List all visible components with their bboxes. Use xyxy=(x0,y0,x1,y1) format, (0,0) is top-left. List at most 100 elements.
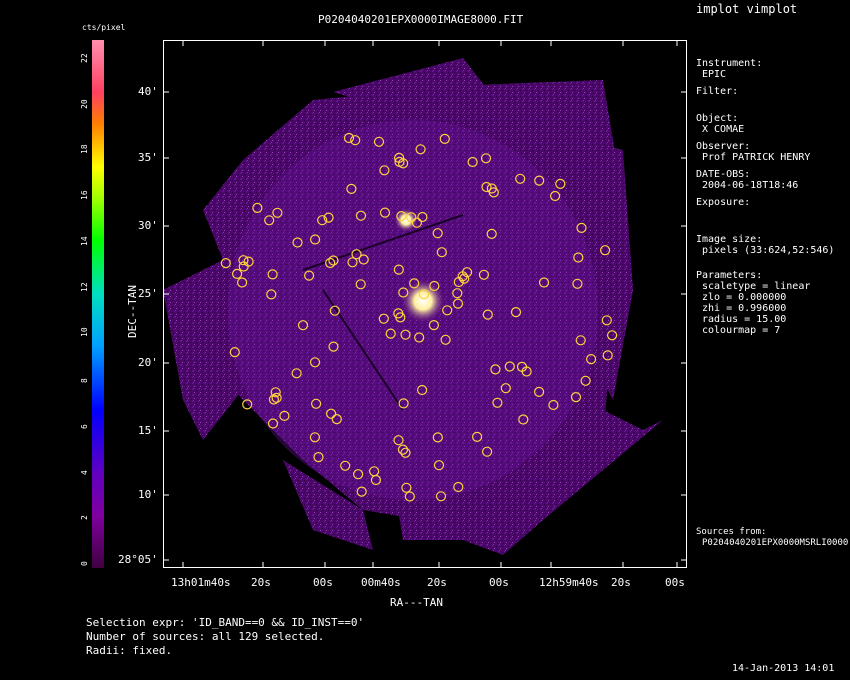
source-marker[interactable] xyxy=(550,190,561,202)
source-marker[interactable] xyxy=(309,432,320,443)
source-marker[interactable] xyxy=(504,361,515,372)
source-marker[interactable] xyxy=(326,408,337,419)
source-marker[interactable] xyxy=(555,178,566,189)
source-marker[interactable] xyxy=(440,334,451,345)
source-marker[interactable] xyxy=(586,354,597,365)
source-marker[interactable] xyxy=(291,368,302,379)
source-marker[interactable] xyxy=(231,268,243,279)
source-marker[interactable] xyxy=(435,491,447,502)
source-marker[interactable] xyxy=(406,212,417,223)
source-marker[interactable] xyxy=(323,212,334,223)
source-marker[interactable] xyxy=(414,332,425,343)
source-marker[interactable] xyxy=(534,386,545,397)
source-marker[interactable] xyxy=(602,350,613,361)
source-marker[interactable] xyxy=(515,173,526,184)
source-marker[interactable] xyxy=(369,466,380,477)
source-marker[interactable] xyxy=(331,414,342,425)
source-marker[interactable] xyxy=(415,144,426,155)
source-marker[interactable] xyxy=(400,329,411,340)
source-marker[interactable] xyxy=(607,330,618,341)
source-marker[interactable] xyxy=(220,258,231,269)
source-marker[interactable] xyxy=(601,315,612,326)
source-marker[interactable] xyxy=(398,287,409,298)
source-marker[interactable] xyxy=(538,277,550,288)
source-marker[interactable] xyxy=(478,269,489,280)
source-marker[interactable] xyxy=(417,211,428,223)
source-marker[interactable] xyxy=(462,267,473,278)
source-marker[interactable] xyxy=(304,270,315,281)
source-marker[interactable] xyxy=(409,278,420,289)
source-marker[interactable] xyxy=(482,446,493,457)
source-marker[interactable] xyxy=(238,255,249,266)
source-marker[interactable] xyxy=(575,335,586,346)
source-marker[interactable] xyxy=(548,399,559,411)
source-marker[interactable] xyxy=(452,288,463,299)
source-marker[interactable] xyxy=(396,211,407,222)
source-marker[interactable] xyxy=(459,273,470,284)
source-marker[interactable] xyxy=(267,269,278,280)
source-marker[interactable] xyxy=(310,234,321,245)
source-marker[interactable] xyxy=(518,414,529,425)
source-marker[interactable] xyxy=(436,247,447,258)
source-marker[interactable] xyxy=(350,135,361,146)
source-marker[interactable] xyxy=(311,398,322,409)
source-marker[interactable] xyxy=(373,136,385,147)
source-marker[interactable] xyxy=(355,210,367,221)
source-marker[interactable] xyxy=(267,418,279,429)
source-marker[interactable] xyxy=(343,132,355,144)
source-marker[interactable] xyxy=(358,254,369,265)
source-marker[interactable] xyxy=(573,252,584,263)
source-marker[interactable] xyxy=(317,215,328,226)
source-marker[interactable] xyxy=(264,215,275,226)
source-marker[interactable] xyxy=(482,309,493,320)
source-marker[interactable] xyxy=(418,289,429,300)
source-marker[interactable] xyxy=(516,361,528,372)
source-marker[interactable] xyxy=(238,261,249,272)
source-marker[interactable] xyxy=(328,341,339,352)
source-marker[interactable] xyxy=(236,277,248,288)
source-marker[interactable] xyxy=(397,444,409,455)
source-marker[interactable] xyxy=(313,452,324,463)
source-marker[interactable] xyxy=(272,207,283,218)
source-marker[interactable] xyxy=(229,347,240,358)
source-marker[interactable] xyxy=(453,481,464,493)
source-marker[interactable] xyxy=(393,308,404,319)
source-marker[interactable] xyxy=(394,152,405,164)
source-marker[interactable] xyxy=(428,320,439,331)
source-marker[interactable] xyxy=(309,357,321,368)
source-marker[interactable] xyxy=(472,431,483,442)
source-marker[interactable] xyxy=(492,397,503,408)
source-marker[interactable] xyxy=(394,156,405,168)
source-marker[interactable] xyxy=(404,491,415,502)
source-marker[interactable] xyxy=(268,394,280,405)
source-marker[interactable] xyxy=(356,486,367,497)
source-marker[interactable] xyxy=(490,364,501,375)
source-marker[interactable] xyxy=(292,237,303,248)
source-marker[interactable] xyxy=(379,207,391,218)
source-marker[interactable] xyxy=(398,398,409,409)
source-marker[interactable] xyxy=(378,313,389,324)
source-marker[interactable] xyxy=(242,399,253,410)
source-marker[interactable] xyxy=(353,469,364,480)
source-marker[interactable] xyxy=(340,460,351,471)
source-marker[interactable] xyxy=(411,217,422,228)
source-marker[interactable] xyxy=(452,298,464,309)
source-marker[interactable] xyxy=(417,384,428,396)
source-marker[interactable] xyxy=(355,279,366,290)
source-marker[interactable] xyxy=(442,305,453,316)
source-marker[interactable] xyxy=(510,307,522,318)
source-marker[interactable] xyxy=(252,202,263,213)
source-marker[interactable] xyxy=(580,375,591,386)
source-marker[interactable] xyxy=(270,387,281,398)
source-marker[interactable] xyxy=(481,181,492,193)
source-marker[interactable] xyxy=(429,280,440,292)
source-marker[interactable] xyxy=(432,228,443,239)
source-marker[interactable] xyxy=(433,460,445,471)
source-marker[interactable] xyxy=(480,153,492,164)
source-marker[interactable] xyxy=(600,245,611,256)
source-marker[interactable] xyxy=(347,257,358,268)
source-marker[interactable] xyxy=(432,432,443,443)
source-marker[interactable] xyxy=(467,156,478,168)
source-marker[interactable] xyxy=(488,187,499,198)
sky-image-plot[interactable] xyxy=(163,40,687,568)
